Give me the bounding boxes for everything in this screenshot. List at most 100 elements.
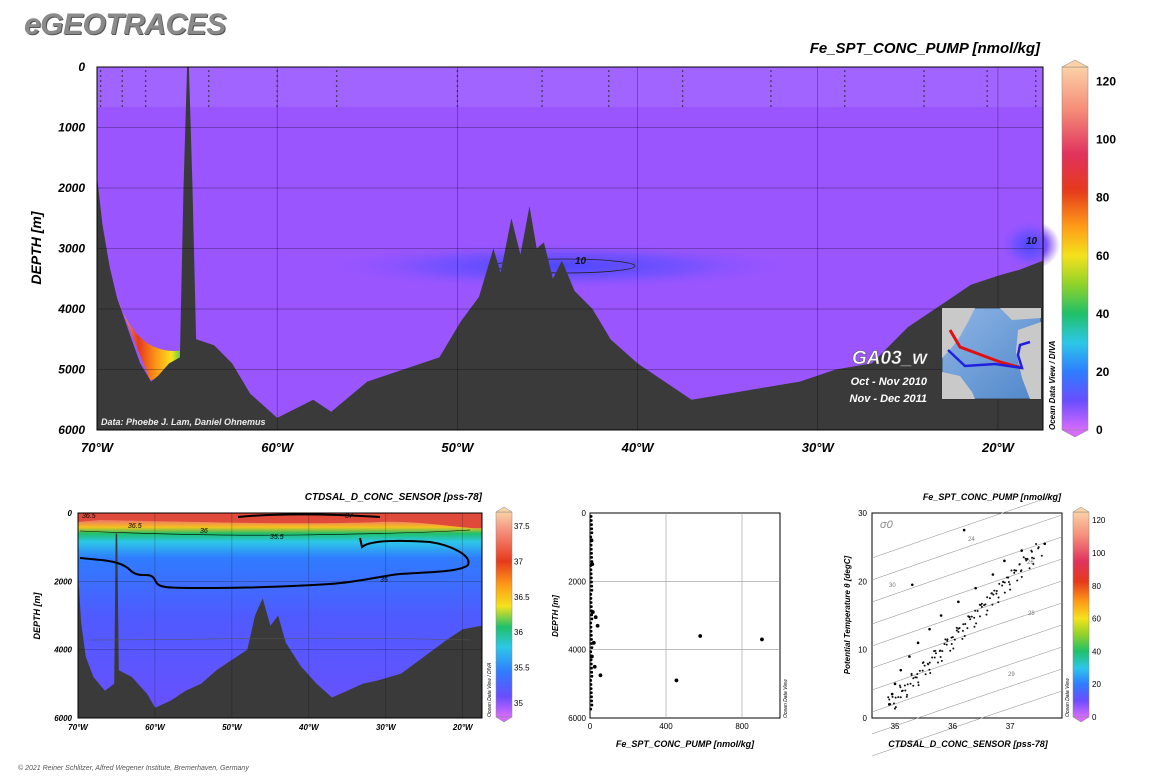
station-sample-dot xyxy=(770,105,772,107)
ts-point xyxy=(1003,559,1006,563)
profile-point xyxy=(590,584,594,588)
station-sample-dot xyxy=(121,105,124,107)
profile-point xyxy=(589,592,593,596)
station-sample-dot xyxy=(335,70,338,72)
ts-point xyxy=(962,623,965,626)
station-sample-dot xyxy=(144,70,147,72)
station-sample-dot xyxy=(456,70,459,72)
station-sample-dot xyxy=(144,80,147,82)
ts-point xyxy=(890,692,894,696)
ts-point xyxy=(1003,581,1006,584)
ts-point xyxy=(1032,557,1035,560)
main-colorbar-tick-label: 20 xyxy=(1096,365,1110,379)
station-sample-dot xyxy=(986,105,988,107)
station-sample-dot xyxy=(923,100,925,102)
salinity-colorbar-bottom-arrow xyxy=(495,716,513,723)
profile-point xyxy=(590,531,594,535)
station-sample-dot xyxy=(99,95,102,97)
profile-point xyxy=(589,687,593,691)
main-y-tick-label: 0 xyxy=(78,60,85,74)
profile-x-tick-label: 800 xyxy=(735,722,749,731)
ts-point xyxy=(992,593,995,596)
ts-point xyxy=(961,629,964,632)
station-sample-dot xyxy=(1034,80,1037,82)
ts-point xyxy=(1043,542,1047,546)
profile-y-tick-label: 0 xyxy=(582,509,587,518)
profile-point xyxy=(598,673,603,678)
ts-point xyxy=(957,630,960,633)
station-sample-dot xyxy=(144,100,147,102)
ts-plot: 24 26 28 29 30 35 36 37 0 10 20 30 σ0 CTDSAL_D_CO… xyxy=(843,492,1106,757)
ts-point xyxy=(1013,569,1016,572)
salinity-grid xyxy=(77,513,482,718)
ts-point xyxy=(897,696,900,699)
ts-point xyxy=(939,655,942,658)
ts-point xyxy=(1032,562,1035,565)
salinity-colorbar-tick-label: 36 xyxy=(514,628,523,637)
ts-isopycnal-label: 28 xyxy=(1028,611,1035,617)
station-sample-dot xyxy=(207,80,210,82)
station-sample-dot xyxy=(607,75,610,77)
cruise-date-1: Oct - Nov 2010 xyxy=(851,376,928,388)
main-x-ticks: 70°W 60°W 50°W 40°W 30°W 20°W xyxy=(81,440,1016,455)
station-sample-dot xyxy=(335,85,338,87)
station-sample-dot xyxy=(541,90,543,92)
ts-colorbar-tick-label: 60 xyxy=(1092,615,1101,624)
ts-y-tick-label: 20 xyxy=(858,577,867,586)
ts-point xyxy=(1025,558,1028,561)
salinity-y-tick-label: 6000 xyxy=(54,714,72,723)
salinity-contour-label-36-5-b: 36.5 xyxy=(82,513,96,520)
station-sample-dot xyxy=(335,80,338,82)
ts-point xyxy=(997,601,1000,604)
profile-grid xyxy=(590,513,780,718)
station-sample-dot xyxy=(541,100,543,102)
profile-point xyxy=(589,683,593,686)
ts-point xyxy=(908,655,911,658)
ts-isopycnal xyxy=(871,602,1063,669)
main-odv-credit: Ocean Data View / DIVA xyxy=(1048,340,1057,430)
profile-point xyxy=(590,638,593,641)
main-y-tick-label: 6000 xyxy=(58,423,85,437)
station-sample-dot xyxy=(335,100,338,102)
station-sample-dot xyxy=(770,90,772,92)
ts-point xyxy=(891,695,894,698)
salinity-colorbar-tick-label: 35 xyxy=(514,699,523,708)
ts-point xyxy=(940,659,943,662)
profile-point xyxy=(698,634,703,638)
ts-point xyxy=(921,669,924,672)
ts-point xyxy=(934,652,937,655)
ts-colorbar xyxy=(1072,511,1090,718)
ts-isopycnal-label: 29 xyxy=(1008,672,1015,678)
station-sample-dot xyxy=(207,70,210,72)
station-sample-dot xyxy=(843,100,846,102)
main-field-east-band xyxy=(1000,220,1060,270)
station-sample-dot xyxy=(681,85,684,87)
station-sample-dot xyxy=(681,75,684,77)
profile-plot: 0 400 800 0 2000 4000 6000 Fe_SPT_CONC_PUMP [… xyxy=(551,509,789,749)
ts-point xyxy=(898,684,901,687)
ts-point xyxy=(980,602,983,605)
station-sample-dot xyxy=(541,95,543,97)
main-contour-label-2: 10 xyxy=(1026,236,1038,247)
ts-point xyxy=(1009,588,1012,591)
station-sample-dot xyxy=(923,80,925,82)
station-sample-dot xyxy=(607,100,610,102)
station-sample-dot xyxy=(541,80,543,82)
ts-y-ticks: 0 10 20 30 xyxy=(858,509,867,723)
profile-point xyxy=(590,556,594,559)
station-sample-dot xyxy=(1034,70,1037,72)
ts-point xyxy=(887,703,891,706)
station-sample-dot xyxy=(923,85,925,87)
ts-point xyxy=(912,684,915,687)
ts-colorbar-tick-label: 120 xyxy=(1092,516,1106,525)
station-sample-dot xyxy=(843,85,846,87)
station-sample-dot xyxy=(1034,75,1037,77)
profile-point xyxy=(590,666,593,670)
station-sample-dot xyxy=(986,100,988,102)
ts-point xyxy=(985,613,988,616)
ts-point xyxy=(934,649,937,652)
ts-point xyxy=(986,609,989,612)
ts-point xyxy=(924,673,927,676)
ts-point xyxy=(899,668,903,672)
profile-point xyxy=(590,617,594,621)
